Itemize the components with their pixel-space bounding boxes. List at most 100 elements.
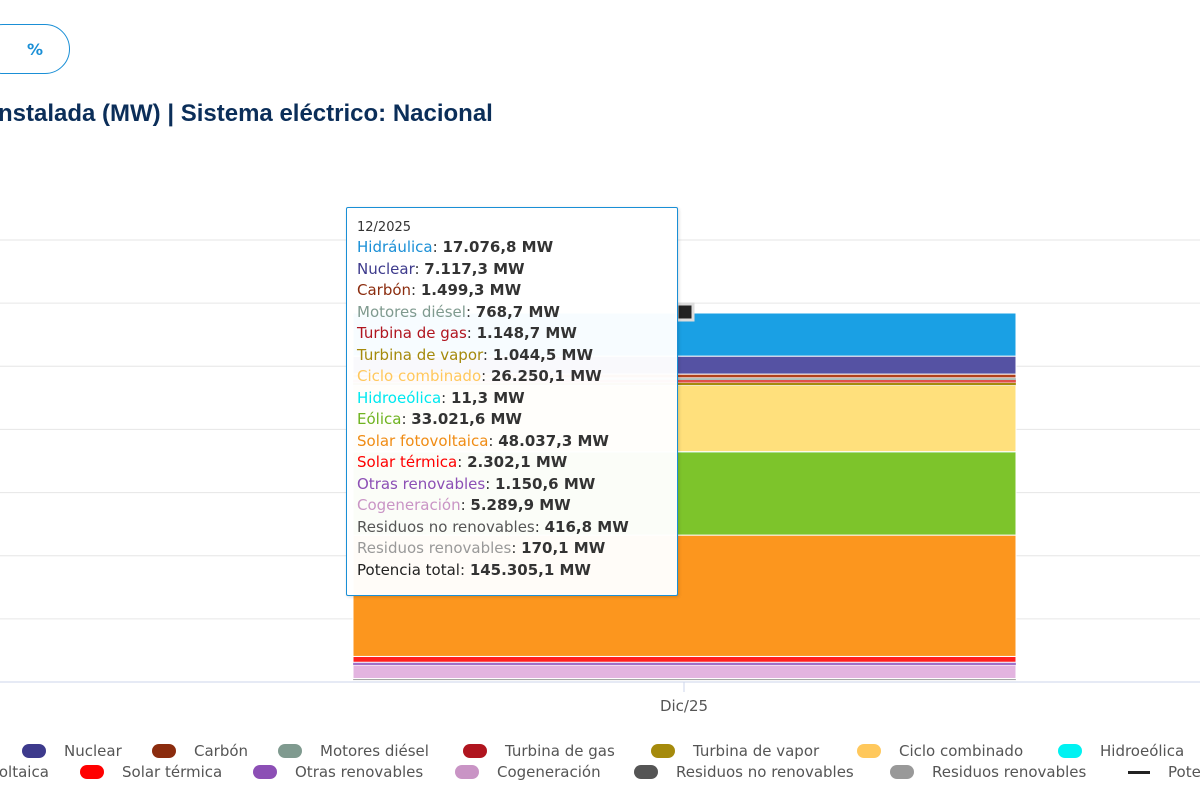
tooltip-value: 145.305,1 MW (469, 560, 591, 579)
legend-swatch-icon (152, 744, 176, 758)
legend-label: Turbina de vapor (693, 742, 820, 760)
legend-label: Carbón (194, 742, 249, 760)
legend-item[interactable]: Carbón (152, 742, 248, 760)
tooltip-label: Turbina de vapor (357, 345, 483, 364)
legend-swatch-icon (278, 744, 302, 758)
tooltip-value: 48.037,3 MW (498, 431, 609, 450)
tooltip-value: 5.289,9 MW (470, 496, 571, 514)
total-marker[interactable] (675, 302, 695, 322)
legend-row-1: Nuclear Carbón Motores diésel Turbina de ga… (0, 742, 1200, 764)
tooltip-row: Eólica: 33.021,6 MW (357, 410, 522, 428)
tooltip-value: 26.250,1 MW (490, 367, 602, 385)
tooltip-row: Potencia total: 145.305,1 MW (357, 560, 591, 579)
legend-swatch-icon (1058, 744, 1082, 758)
tooltip-value: 170,1 MW (521, 539, 606, 557)
legend-label: Residuos renovables (932, 763, 1087, 781)
legend-swatch-icon (455, 765, 479, 779)
tooltip-value: 416,8 MW (544, 517, 629, 536)
tooltip-value: 1.150,6 MW (495, 474, 596, 493)
tooltip-label: Residuos no renovables (357, 517, 535, 536)
tooltip-value: 11,3 MW (451, 388, 525, 407)
percent-label: % (26, 39, 44, 59)
legend-label: Hidroeólica (1100, 742, 1185, 760)
tooltip-row: Turbina de gas: 1.148,7 MW (357, 324, 577, 342)
bar-segment-cogeneración[interactable] (352, 664, 1017, 680)
tooltip-label: Potencia total (357, 560, 460, 579)
tooltip-label: Nuclear (357, 259, 415, 278)
tooltip-label: Residuos renovables (357, 539, 512, 557)
tooltip-value: 768,7 MW (475, 302, 560, 321)
legend-item[interactable]: Otras renovables (253, 763, 423, 781)
tooltip-row: Hidroeólica: 11,3 MW (357, 388, 525, 407)
legend-label: Nuclear (64, 742, 122, 760)
legend-swatch-icon (651, 744, 675, 758)
tooltip-label: Motores diésel (357, 302, 466, 321)
tooltip-value: 17.076,8 MW (442, 238, 554, 256)
legend-label: Cogeneración (497, 763, 601, 781)
tooltip-row: Residuos renovables: 170,1 MW (357, 539, 606, 557)
tooltip-row: Ciclo combinado: 26.250,1 MW (357, 367, 602, 385)
legend-item[interactable]: Pote (1128, 763, 1200, 781)
legend-swatch-icon (22, 744, 46, 758)
legend-item[interactable]: Nuclear (22, 742, 122, 760)
legend-item[interactable]: Hidroeólica (1058, 742, 1184, 760)
tooltip-label: Otras renovables (357, 474, 486, 493)
tooltip-row: Residuos no renovables: 416,8 MW (357, 517, 629, 536)
tooltip-value: 1.148,7 MW (476, 324, 577, 342)
tooltip-value: 1.044,5 MW (492, 345, 594, 364)
tooltip-row: Cogeneración: 5.289,9 MW (357, 496, 571, 514)
legend-item[interactable]: Turbina de vapor (651, 742, 819, 760)
legend-row-2: voltaica Solar térmica Otras renovables Cog… (0, 763, 1200, 785)
legend-item[interactable]: Ciclo combinado (857, 742, 1023, 760)
tooltip-label: Eólica (357, 410, 402, 428)
tooltip-row: Carbón: 1.499,3 MW (357, 281, 522, 299)
legend-item[interactable]: Cogeneración (455, 763, 601, 781)
legend-swatch-icon (634, 765, 658, 779)
x-tick-label: Dic/25 (660, 697, 708, 715)
tooltip-label: Hidráulica (357, 238, 433, 256)
legend-label: Residuos no renovables (676, 763, 854, 781)
legend-item[interactable]: voltaica (0, 763, 49, 781)
tooltip-row: Solar fotovoltaica: 48.037,3 MW (357, 431, 609, 450)
legend-swatch-icon (857, 744, 881, 758)
legend-item[interactable]: Turbina de gas (463, 742, 615, 760)
tooltip: 12/2025 Hidráulica: 17.076,8 MW Nuclear: … (346, 207, 678, 596)
tooltip-row: Otras renovables: 1.150,6 MW (357, 474, 596, 493)
bar-segment-solar-térmica[interactable] (352, 655, 1017, 663)
tooltip-value: 2.302,1 MW (467, 453, 568, 471)
tooltip-value: 1.499,3 MW (420, 281, 522, 299)
legend-label: Solar térmica (122, 763, 223, 781)
legend-item[interactable]: Residuos no renovables (634, 763, 854, 781)
tooltip-value: 7.117,3 MW (424, 259, 525, 278)
legend-swatch-icon (463, 744, 487, 758)
legend-label: voltaica (0, 763, 49, 781)
legend-item[interactable]: Residuos renovables (890, 763, 1086, 781)
tooltip-label: Carbón (357, 281, 412, 299)
legend-swatch-icon (253, 765, 277, 779)
tooltip-label: Ciclo combinado (357, 367, 482, 385)
tooltip-row: Motores diésel: 768,7 MW (357, 302, 560, 321)
legend-label: Turbina de gas (505, 742, 615, 760)
legend-swatch-icon (890, 765, 914, 779)
tooltip-label: Cogeneración (357, 496, 461, 514)
tooltip-label: Hidroeólica (357, 388, 442, 407)
tooltip-label: Solar térmica (357, 453, 458, 471)
legend-swatch-icon (80, 765, 104, 779)
legend-label: Motores diésel (320, 742, 429, 760)
legend-label: Pote (1168, 763, 1200, 781)
tooltip-row: Hidráulica: 17.076,8 MW (357, 238, 554, 256)
tooltip-date: 12/2025 (357, 220, 412, 235)
chart-title: nstalada (MW) | Sistema eléctrico: Nacio… (0, 100, 493, 127)
tooltip-row: Nuclear: 7.117,3 MW (357, 259, 525, 278)
tooltip-row: Solar térmica: 2.302,1 MW (357, 453, 568, 471)
tooltip-row: Turbina de vapor: 1.044,5 MW (357, 345, 594, 364)
tooltip-label: Turbina de gas (357, 324, 467, 342)
percent-toggle-button[interactable]: % (0, 24, 70, 74)
tooltip-label: Solar fotovoltaica (357, 431, 489, 450)
legend-item[interactable]: Motores diésel (278, 742, 429, 760)
legend-label: Otras renovables (295, 763, 424, 781)
legend-label: Ciclo combinado (899, 742, 1024, 760)
legend-item[interactable]: Solar térmica (80, 763, 222, 781)
tooltip-value: 33.021,6 MW (411, 410, 522, 428)
legend-line-icon (1128, 770, 1150, 774)
